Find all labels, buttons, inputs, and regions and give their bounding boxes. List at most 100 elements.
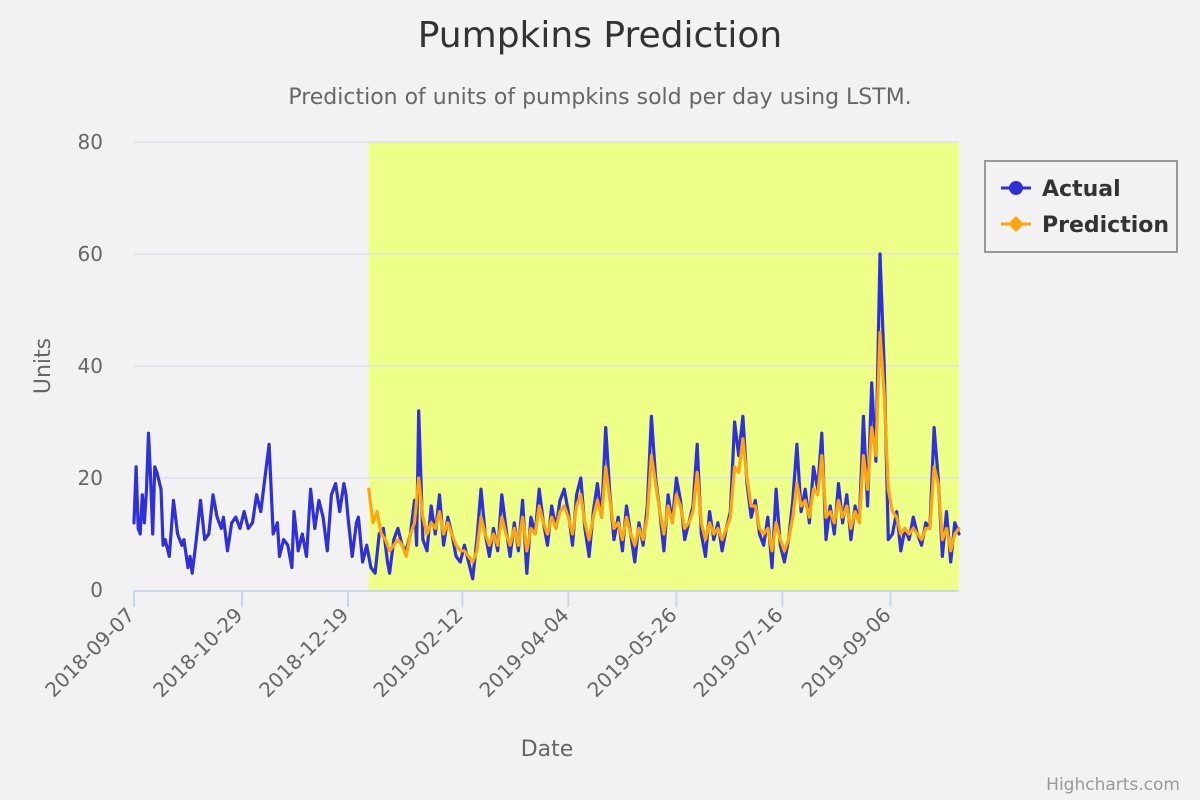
data-point bbox=[920, 543, 923, 547]
data-point bbox=[296, 549, 300, 553]
data-point bbox=[882, 392, 886, 396]
data-point bbox=[375, 510, 379, 513]
data-point bbox=[400, 543, 404, 547]
legend-item-actual[interactable]: Actual bbox=[1001, 177, 1121, 202]
x-axis-title: Date bbox=[521, 737, 574, 762]
data-point bbox=[149, 476, 153, 480]
data-point bbox=[758, 532, 761, 536]
data-point bbox=[442, 543, 445, 547]
data-point bbox=[203, 538, 207, 541]
data-point bbox=[803, 487, 807, 491]
data-point bbox=[808, 515, 811, 519]
data-point bbox=[512, 521, 516, 525]
data-point bbox=[787, 538, 790, 541]
credits-link[interactable]: Highcharts.com bbox=[1046, 775, 1180, 795]
data-point bbox=[625, 504, 628, 508]
data-point bbox=[762, 543, 766, 547]
data-point bbox=[953, 532, 957, 536]
data-point bbox=[812, 465, 815, 469]
data-point bbox=[496, 549, 500, 553]
data-point bbox=[650, 454, 653, 457]
data-point bbox=[679, 504, 682, 508]
data-point bbox=[438, 510, 441, 513]
legend-prediction-marker bbox=[1008, 216, 1024, 232]
data-point bbox=[920, 538, 923, 541]
data-point bbox=[803, 499, 807, 502]
data-point bbox=[758, 527, 761, 530]
data-point bbox=[271, 532, 275, 536]
data-point bbox=[571, 543, 574, 547]
data-point bbox=[211, 493, 215, 497]
data-point bbox=[371, 521, 375, 525]
chart-subtitle: Prediction of units of pumpkins sold per… bbox=[288, 85, 911, 110]
data-point bbox=[608, 499, 612, 502]
data-point bbox=[716, 521, 720, 525]
data-point bbox=[309, 487, 312, 491]
legend-actual-label: Actual bbox=[1042, 177, 1121, 202]
data-point bbox=[463, 543, 466, 547]
data-point bbox=[180, 543, 184, 547]
data-point bbox=[716, 527, 720, 530]
data-point bbox=[219, 527, 223, 530]
data-point bbox=[708, 521, 711, 525]
data-point bbox=[199, 499, 202, 502]
data-point bbox=[492, 532, 495, 536]
data-point bbox=[704, 555, 707, 558]
data-point bbox=[878, 331, 882, 334]
chart-title: Pumpkins Prediction bbox=[418, 15, 783, 56]
data-point bbox=[778, 538, 782, 541]
data-point bbox=[558, 499, 562, 502]
data-point bbox=[230, 521, 234, 525]
series-prediction bbox=[367, 330, 961, 564]
data-point bbox=[641, 543, 645, 547]
data-point bbox=[155, 471, 159, 474]
data-point bbox=[903, 527, 907, 530]
data-point bbox=[429, 504, 433, 508]
data-point bbox=[500, 493, 504, 497]
data-point bbox=[841, 521, 844, 525]
data-point bbox=[194, 538, 198, 541]
data-point bbox=[562, 504, 566, 508]
data-point bbox=[537, 487, 541, 491]
data-point bbox=[866, 504, 869, 508]
data-point bbox=[712, 538, 716, 541]
data-point bbox=[492, 527, 495, 530]
data-point bbox=[546, 543, 549, 547]
data-point bbox=[525, 571, 529, 575]
data-point bbox=[928, 527, 932, 530]
data-point bbox=[483, 532, 487, 536]
data-point bbox=[604, 465, 608, 469]
data-point bbox=[292, 510, 296, 513]
data-point bbox=[188, 555, 192, 558]
data-point bbox=[625, 515, 628, 519]
data-point bbox=[433, 532, 437, 536]
legend-item-prediction[interactable]: Prediction bbox=[1001, 213, 1169, 238]
data-point bbox=[604, 426, 608, 429]
data-point bbox=[467, 555, 470, 558]
data-point bbox=[521, 499, 524, 502]
data-point bbox=[799, 504, 803, 508]
data-point bbox=[799, 510, 803, 513]
data-point bbox=[500, 515, 504, 519]
data-point bbox=[641, 538, 645, 541]
data-point bbox=[886, 538, 890, 541]
data-point bbox=[596, 499, 599, 502]
data-point bbox=[512, 527, 516, 530]
data-point bbox=[770, 566, 774, 569]
data-point bbox=[525, 549, 529, 553]
data-point bbox=[820, 431, 824, 435]
data-point bbox=[695, 471, 699, 474]
data-point bbox=[446, 521, 450, 525]
legend-prediction-label: Prediction bbox=[1042, 213, 1169, 238]
data-point bbox=[654, 482, 657, 485]
data-point bbox=[571, 532, 574, 536]
y-tick-label: 80 bbox=[78, 130, 103, 154]
data-point bbox=[504, 532, 508, 536]
data-point bbox=[413, 521, 416, 525]
data-point bbox=[550, 504, 554, 508]
data-point bbox=[342, 482, 346, 485]
data-point bbox=[365, 543, 369, 547]
data-point bbox=[153, 465, 157, 469]
data-point bbox=[828, 504, 832, 508]
data-point bbox=[753, 499, 757, 502]
